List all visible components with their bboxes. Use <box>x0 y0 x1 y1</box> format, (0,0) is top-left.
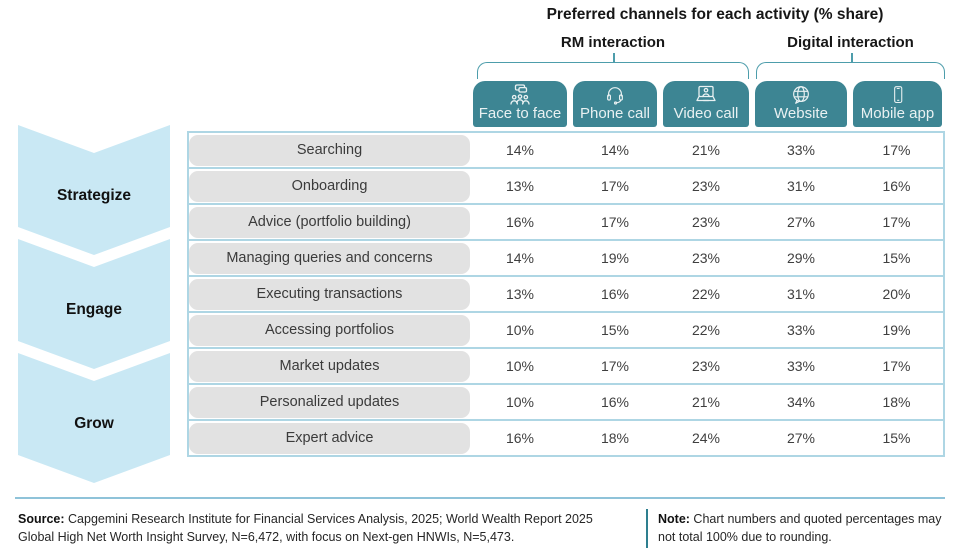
value-cell: 23% <box>691 214 721 230</box>
footer-divider <box>646 509 648 548</box>
bracket-digital-interaction <box>756 53 945 79</box>
column-header-face-to-face: Face to face <box>473 81 567 127</box>
value-cell: 18% <box>600 430 630 446</box>
value-cell: 15% <box>882 250 911 266</box>
people-chat-icon <box>508 83 532 105</box>
note-text: Note: Chart numbers and quoted percentag… <box>658 512 942 544</box>
activity-label: Executing transactions <box>189 278 470 310</box>
stage-label: Strategize <box>56 187 132 204</box>
value-cell: 23% <box>691 250 721 266</box>
globe-icon <box>790 85 812 105</box>
value-cell: 31% <box>786 286 816 302</box>
activity-channel-table: Searching 14% 14% 21% 33% 17% Onboarding… <box>187 131 945 457</box>
bracket-rm-interaction <box>477 53 749 79</box>
column-header-label: Face to face <box>478 104 562 122</box>
column-header-label: Mobile app <box>860 104 935 122</box>
value-cell: 14% <box>505 250 535 266</box>
value-cell: 21% <box>691 142 721 158</box>
headset-icon <box>604 85 626 105</box>
value-cell: 16% <box>600 394 630 410</box>
value-cell: 16% <box>882 178 911 194</box>
stage-chevron-grow: Grow <box>18 353 170 483</box>
value-cell: 29% <box>786 250 816 266</box>
activity-label: Market updates <box>189 350 470 382</box>
source-label: Source: <box>18 512 65 526</box>
column-header-label: Phone call <box>579 104 651 122</box>
value-cell: 17% <box>600 214 630 230</box>
activity-label: Advice (portfolio building) <box>189 206 470 238</box>
value-cell: 22% <box>691 286 721 302</box>
value-cell: 21% <box>691 394 721 410</box>
table-row-personalized-updates: Personalized updates 10% 16% 21% 34% 18% <box>189 383 943 419</box>
activity-label: Accessing portfolios <box>189 314 470 346</box>
activity-label: Onboarding <box>189 170 470 202</box>
table-row-accessing-portfolios: Accessing portfolios 10% 15% 22% 33% 19% <box>189 311 943 347</box>
value-cell: 31% <box>786 178 816 194</box>
column-header-website: Website <box>755 81 847 127</box>
stage-chevron-engage: Engage <box>18 239 170 369</box>
value-cell: 15% <box>600 322 630 338</box>
value-cell: 17% <box>600 178 630 194</box>
value-cell: 16% <box>600 286 630 302</box>
value-cell: 16% <box>505 214 535 230</box>
activity-label: Searching <box>189 134 470 166</box>
value-cell: 19% <box>600 250 630 266</box>
value-cell: 20% <box>882 286 911 302</box>
column-header-phone-call: Phone call <box>573 81 657 127</box>
table-row-market-updates: Market updates 10% 17% 23% 33% 17% <box>189 347 943 383</box>
activity-label: Managing queries and concerns <box>189 242 470 274</box>
table-row-searching: Searching 14% 14% 21% 33% 17% <box>189 131 943 167</box>
column-header-mobile-app: Mobile app <box>853 81 942 127</box>
value-cell: 13% <box>505 286 535 302</box>
table-row-expert-advice: Expert advice 16% 18% 24% 27% 15% <box>189 419 943 455</box>
value-cell: 17% <box>600 358 630 374</box>
value-cell: 17% <box>882 358 911 374</box>
chart-title: Preferred channels for each activity (% … <box>546 6 884 23</box>
table-row-advice: Advice (portfolio building) 16% 17% 23% … <box>189 203 943 239</box>
value-cell: 27% <box>786 214 816 230</box>
table-row-managing-queries: Managing queries and concerns 14% 19% 23… <box>189 239 943 275</box>
value-cell: 34% <box>786 394 816 410</box>
column-header-video-call: Video call <box>663 81 749 127</box>
value-cell: 33% <box>786 142 816 158</box>
value-cell: 23% <box>691 178 721 194</box>
column-header-label: Website <box>774 104 828 122</box>
activity-label: Expert advice <box>189 422 470 454</box>
value-cell: 22% <box>691 322 721 338</box>
stage-label: Engage <box>66 301 122 318</box>
value-cell: 33% <box>786 322 816 338</box>
stage-chevron-strategize: Strategize <box>18 125 170 255</box>
value-cell: 23% <box>691 358 721 374</box>
value-cell: 10% <box>505 358 535 374</box>
value-cell: 18% <box>882 394 911 410</box>
laptop-video-call-icon <box>693 85 719 105</box>
value-cell: 14% <box>505 142 535 158</box>
value-cell: 27% <box>786 430 816 446</box>
group-label-rm-interaction: RM interaction <box>560 34 666 51</box>
table-row-executing-transactions: Executing transactions 13% 16% 22% 31% 2… <box>189 275 943 311</box>
smartphone-icon <box>888 85 908 105</box>
value-cell: 19% <box>882 322 911 338</box>
value-cell: 14% <box>600 142 630 158</box>
activity-label: Personalized updates <box>189 386 470 418</box>
column-header-label: Video call <box>673 104 739 122</box>
table-row-onboarding: Onboarding 13% 17% 23% 31% 16% <box>189 167 943 203</box>
value-cell: 24% <box>691 430 721 446</box>
value-cell: 10% <box>505 394 535 410</box>
source-text: Source: Capgemini Research Institute for… <box>18 512 593 544</box>
value-cell: 13% <box>505 178 535 194</box>
value-cell: 33% <box>786 358 816 374</box>
group-label-digital-interaction: Digital interaction <box>787 34 914 51</box>
value-cell: 16% <box>505 430 535 446</box>
stage-label: Grow <box>74 415 114 432</box>
footer-rule <box>15 497 945 499</box>
note-label: Note: <box>658 512 690 526</box>
value-cell: 17% <box>882 214 911 230</box>
value-cell: 17% <box>882 142 911 158</box>
value-cell: 10% <box>505 322 535 338</box>
value-cell: 15% <box>882 430 911 446</box>
